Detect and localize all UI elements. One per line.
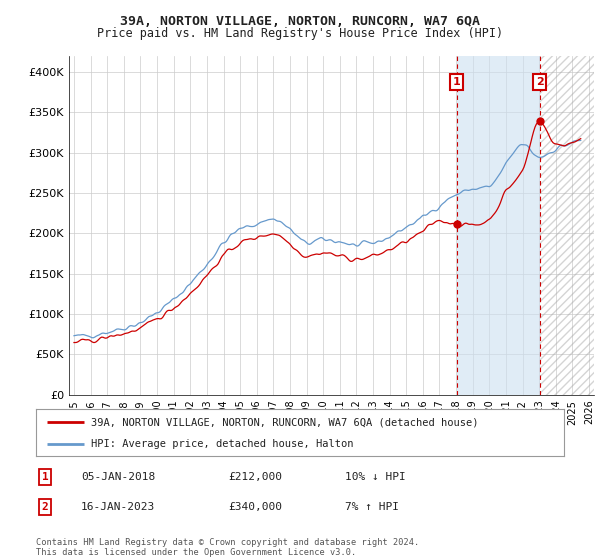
Text: Contains HM Land Registry data © Crown copyright and database right 2024.
This d: Contains HM Land Registry data © Crown c… — [36, 538, 419, 557]
Text: 39A, NORTON VILLAGE, NORTON, RUNCORN, WA7 6QA: 39A, NORTON VILLAGE, NORTON, RUNCORN, WA… — [120, 15, 480, 28]
Text: £340,000: £340,000 — [228, 502, 282, 512]
Bar — [457, 56, 540, 395]
Text: Price paid vs. HM Land Registry's House Price Index (HPI): Price paid vs. HM Land Registry's House … — [97, 27, 503, 40]
Text: HPI: Average price, detached house, Halton: HPI: Average price, detached house, Halt… — [91, 439, 354, 449]
Text: 16-JAN-2023: 16-JAN-2023 — [81, 502, 155, 512]
Text: 10% ↓ HPI: 10% ↓ HPI — [345, 472, 406, 482]
Text: 2: 2 — [41, 502, 49, 512]
Text: 1: 1 — [453, 77, 461, 87]
Text: 05-JAN-2018: 05-JAN-2018 — [81, 472, 155, 482]
Text: 39A, NORTON VILLAGE, NORTON, RUNCORN, WA7 6QA (detached house): 39A, NORTON VILLAGE, NORTON, RUNCORN, WA… — [91, 417, 479, 427]
Text: £212,000: £212,000 — [228, 472, 282, 482]
Text: 2: 2 — [536, 77, 544, 87]
Bar — [540, 56, 594, 395]
Text: 1: 1 — [41, 472, 49, 482]
Text: 7% ↑ HPI: 7% ↑ HPI — [345, 502, 399, 512]
